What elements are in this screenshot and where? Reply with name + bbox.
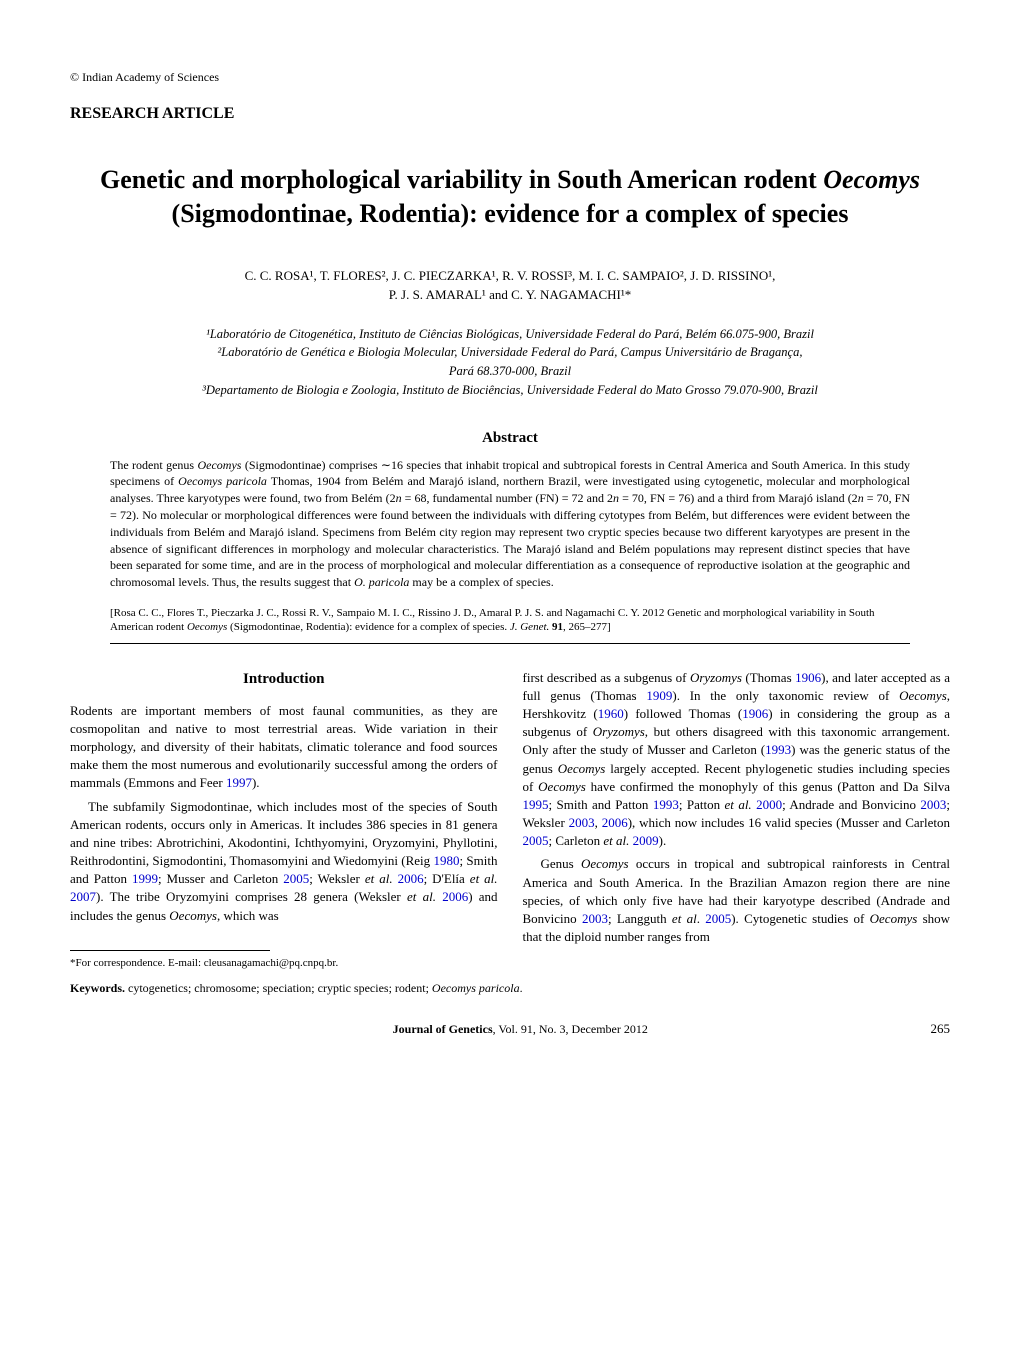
right-column: first described as a subgenus of Oryzomy…: [523, 669, 951, 982]
article-title: Genetic and morphological variability in…: [70, 163, 950, 231]
affiliation-3: ³Departamento de Biologia e Zoologia, In…: [70, 381, 950, 400]
introduction-heading: Introduction: [70, 669, 498, 690]
intro-heading-text: Introduction: [243, 671, 324, 687]
abstract-heading-text: Abstract: [482, 430, 538, 446]
affiliation-1: ¹Laboratório de Citogenética, Instituto …: [70, 325, 950, 344]
intro-paragraph-1: Rodents are important members of most fa…: [70, 702, 498, 793]
copyright-text: © Indian Academy of Sciences: [70, 70, 219, 84]
abstract-content: The rodent genus Oecomys (Sigmodontinae)…: [110, 458, 910, 590]
abstract-body: The rodent genus Oecomys (Sigmodontinae)…: [110, 457, 910, 591]
intro-paragraph-2: The subfamily Sigmodontinae, which inclu…: [70, 798, 498, 925]
keywords-label: Keywords.: [70, 981, 125, 995]
main-content-columns: Introduction Rodents are important membe…: [70, 669, 950, 982]
article-type-text: RESEARCH ARTICLE: [70, 105, 234, 122]
page-number: 265: [931, 1021, 951, 1037]
citation-text: [Rosa C. C., Flores T., Pieczarka J. C.,…: [110, 607, 875, 633]
page-footer: Journal of Genetics, Vol. 91, No. 3, Dec…: [70, 1021, 950, 1037]
keywords-block: Keywords. cytogenetics; chromosome; spec…: [70, 981, 950, 996]
authors-line-2: P. J. S. AMARAL¹ and C. Y. NAGAMACHI¹*: [70, 285, 950, 305]
section-divider: [110, 643, 910, 644]
col2-paragraph-2: Genus Oecomys occurs in tropical and sub…: [523, 855, 951, 946]
affiliations-block: ¹Laboratório de Citogenética, Instituto …: [70, 325, 950, 400]
abstract-heading: Abstract: [70, 430, 950, 447]
intro-p1-text: Rodents are important members of most fa…: [70, 703, 498, 791]
title-text: Genetic and morphological variability in…: [100, 165, 920, 228]
col2-p2-text: Genus Oecomys occurs in tropical and sub…: [523, 856, 951, 944]
affiliation-2b: Pará 68.370-000, Brazil: [70, 362, 950, 381]
authors-line-1: C. C. ROSA¹, T. FLORES², J. C. PIECZARKA…: [70, 266, 950, 286]
intro-p2-text: The subfamily Sigmodontinae, which inclu…: [70, 799, 498, 923]
affiliation-2: ²Laboratório de Genética e Biologia Mole…: [70, 343, 950, 362]
footnote-text: *For correspondence. E-mail: cleusanagam…: [70, 957, 338, 969]
journal-info: Journal of Genetics, Vol. 91, No. 3, Dec…: [110, 1022, 931, 1037]
article-type-label: RESEARCH ARTICLE: [70, 105, 950, 123]
keywords-content: cytogenetics; chromosome; speciation; cr…: [125, 981, 523, 995]
col2-paragraph-1: first described as a subgenus of Oryzomy…: [523, 669, 951, 851]
left-column: Introduction Rodents are important membe…: [70, 669, 498, 982]
correspondence-footnote: *For correspondence. E-mail: cleusanagam…: [70, 956, 498, 971]
footnote-rule: [70, 950, 270, 951]
col2-p1-text: first described as a subgenus of Oryzomy…: [523, 670, 951, 849]
copyright-line: © Indian Academy of Sciences: [70, 70, 950, 85]
citation-block: [Rosa C. C., Flores T., Pieczarka J. C.,…: [110, 606, 910, 635]
authors-block: C. C. ROSA¹, T. FLORES², J. C. PIECZARKA…: [70, 266, 950, 305]
